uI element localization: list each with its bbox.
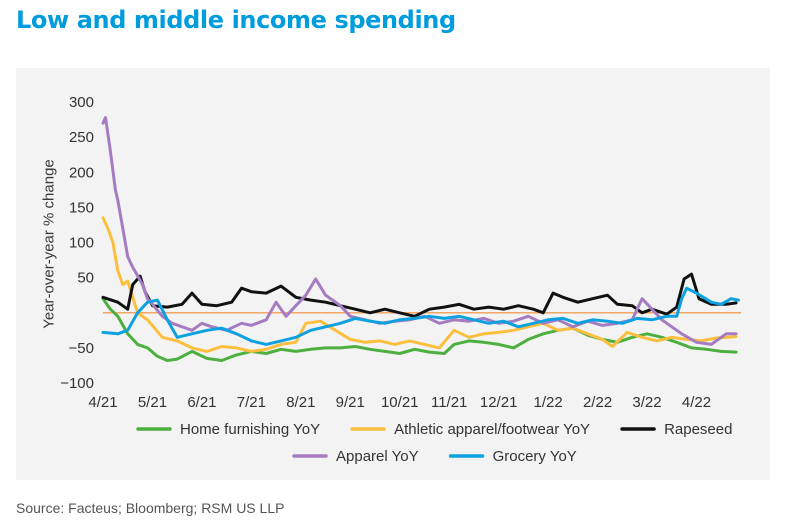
chart-title: Low and middle income spending [16, 6, 456, 34]
x-tick-label: 9/21 [336, 394, 365, 411]
x-tick-label: 5/21 [138, 394, 167, 411]
x-tick-label: 12/21 [480, 394, 518, 411]
legend: Home furnishing YoY Athletic apparel/foot… [136, 421, 732, 465]
source-note: Source: Facteus; Bloomberg; RSM US LLP [16, 500, 285, 516]
y-tick-label: 250 [69, 129, 94, 146]
y-tick-label: 150 [69, 199, 94, 216]
series-line-athletic-apparel-footwear-yoy [101, 216, 738, 353]
chart-panel [16, 68, 770, 480]
series-line-rapeseed [101, 272, 738, 318]
x-tick-labels: 4/21 5/21 6/21 7/21 8/21 9/21 10/21 11/21 12/21 1… [88, 394, 711, 411]
legend-label-home-furnishing-yoy: Home furnishing YoY [180, 421, 320, 438]
x-tick-label: 7/21 [237, 394, 266, 411]
x-tick-label: 1/22 [534, 394, 563, 411]
legend-label-grocery-yoy: Grocery YoY [493, 448, 577, 465]
legend-label-rapeseed: Rapeseed [664, 421, 732, 438]
series-line-home-furnishing-yoy [101, 297, 738, 362]
y-tick-label: 300 [69, 94, 94, 111]
legend-label-athletic-apparel-footwear-yoy: Athletic apparel/footwear YoY [394, 421, 590, 438]
y-tick-label: 50 [77, 270, 94, 287]
series-lines [101, 116, 740, 362]
x-tick-label: 4/22 [682, 394, 711, 411]
y-tick-label: 100 [69, 235, 94, 252]
y-tick-label: 200 [69, 164, 94, 181]
series-line-grocery-yoy [101, 286, 740, 346]
x-tick-label: 3/22 [632, 394, 661, 411]
x-tick-label: 2/22 [583, 394, 612, 411]
x-tick-label: 4/21 [88, 394, 117, 411]
x-tick-label: 11/21 [431, 394, 467, 411]
y-tick-label: −100 [60, 375, 94, 392]
x-tick-label: 8/21 [286, 394, 315, 411]
y-tick-labels: 300 250 200 150 100 50 −50 −100 [60, 94, 94, 392]
x-tick-label: 6/21 [187, 394, 216, 411]
y-tick-label: −50 [69, 340, 94, 357]
x-tick-label: 10/21 [381, 394, 419, 411]
legend-label-apparel-yoy: Apparel YoY [336, 448, 419, 465]
